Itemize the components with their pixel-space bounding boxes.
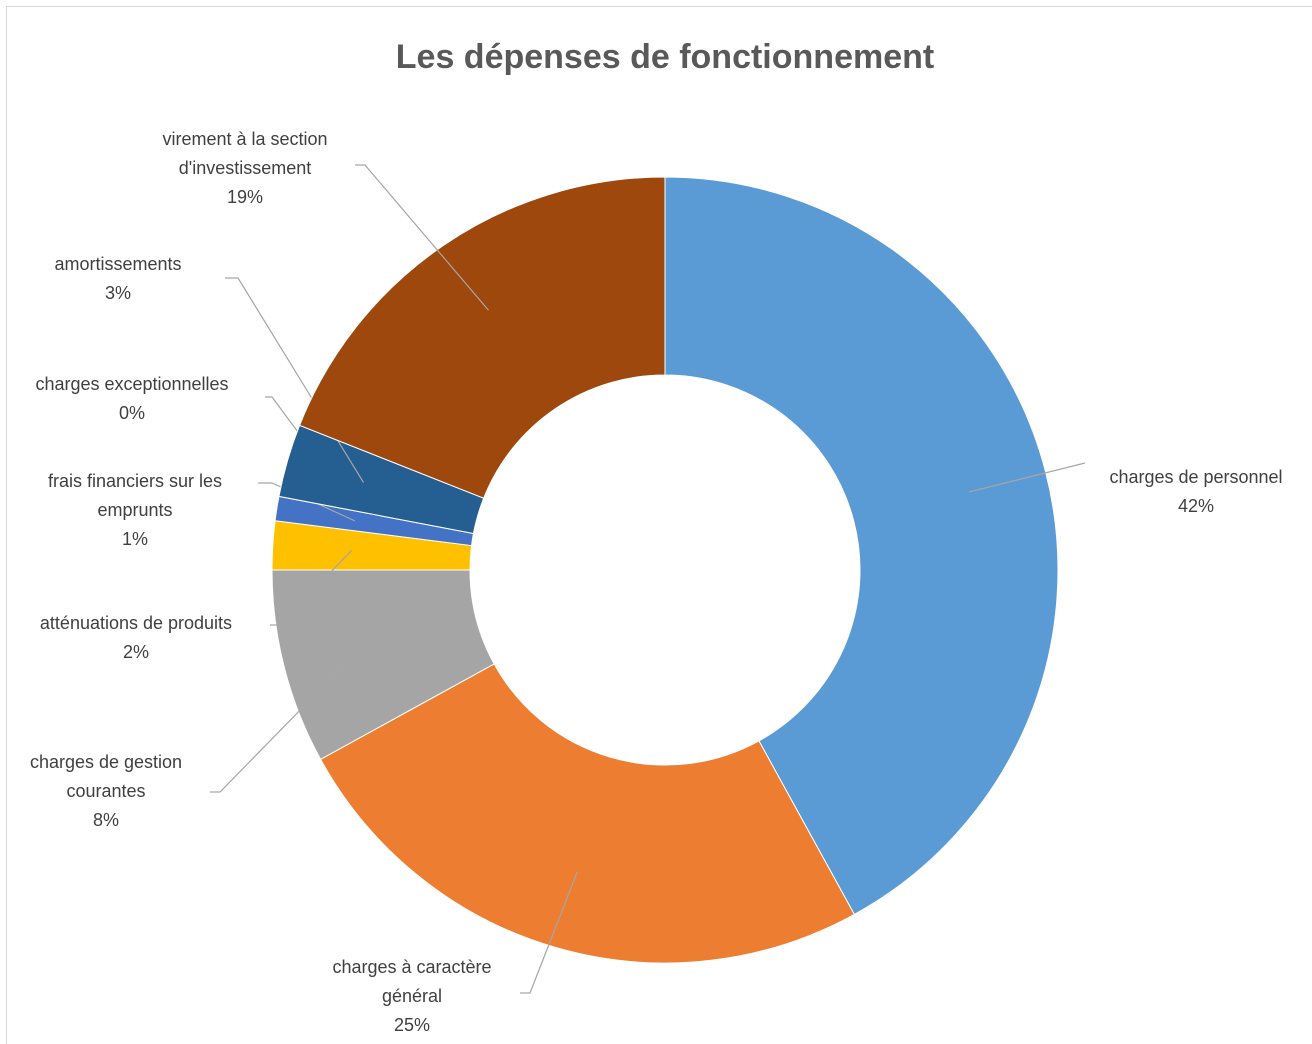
category-label: charges de gestion courantes: [29, 752, 183, 801]
value-label: 2%: [122, 642, 149, 662]
value-label: 8%: [92, 810, 119, 830]
chart-frame: [6, 6, 1312, 1044]
value-label: 0%: [118, 403, 145, 423]
value-label: 19%: [226, 187, 264, 207]
data-label: amortissements 3%: [8, 250, 228, 308]
leader-line: [968, 462, 1086, 493]
category-label: charges à caractère général: [332, 957, 492, 1006]
value-label: 42%: [1177, 496, 1215, 516]
donut-slice: [298, 176, 666, 499]
value-label: 25%: [393, 1015, 431, 1035]
data-label: charges de gestion courantes 8%: [11, 748, 201, 835]
data-label: charges à caractère général 25%: [317, 953, 507, 1040]
donut-slice: [319, 663, 856, 964]
category-label: charges de personnel: [1109, 467, 1283, 487]
data-label: charges de personnel 42%: [1086, 463, 1306, 521]
category-label: amortissements: [54, 254, 182, 274]
value-label: 1%: [121, 529, 148, 549]
leader-line: [355, 164, 489, 311]
data-label: virement à la section d'investissement 19…: [140, 125, 350, 212]
leader-line: [270, 549, 353, 626]
leader-line: [210, 647, 362, 793]
leader-line: [258, 482, 356, 522]
leader-line: [520, 871, 578, 994]
category-label: virement à la section d'investissement: [162, 129, 328, 178]
category-label: charges exceptionnelles: [35, 374, 229, 394]
data-label: atténuations de produits 2%: [6, 609, 266, 667]
data-label: frais financiers sur les emprunts 1%: [20, 467, 250, 554]
category-label: frais financiers sur les emprunts: [47, 471, 223, 520]
data-label: charges exceptionnelles 0%: [7, 370, 257, 428]
chart-title: Les dépenses de fonctionnement: [395, 38, 935, 76]
value-label: 3%: [104, 283, 131, 303]
category-label: atténuations de produits: [39, 613, 233, 633]
donut-slice: [664, 176, 1059, 916]
